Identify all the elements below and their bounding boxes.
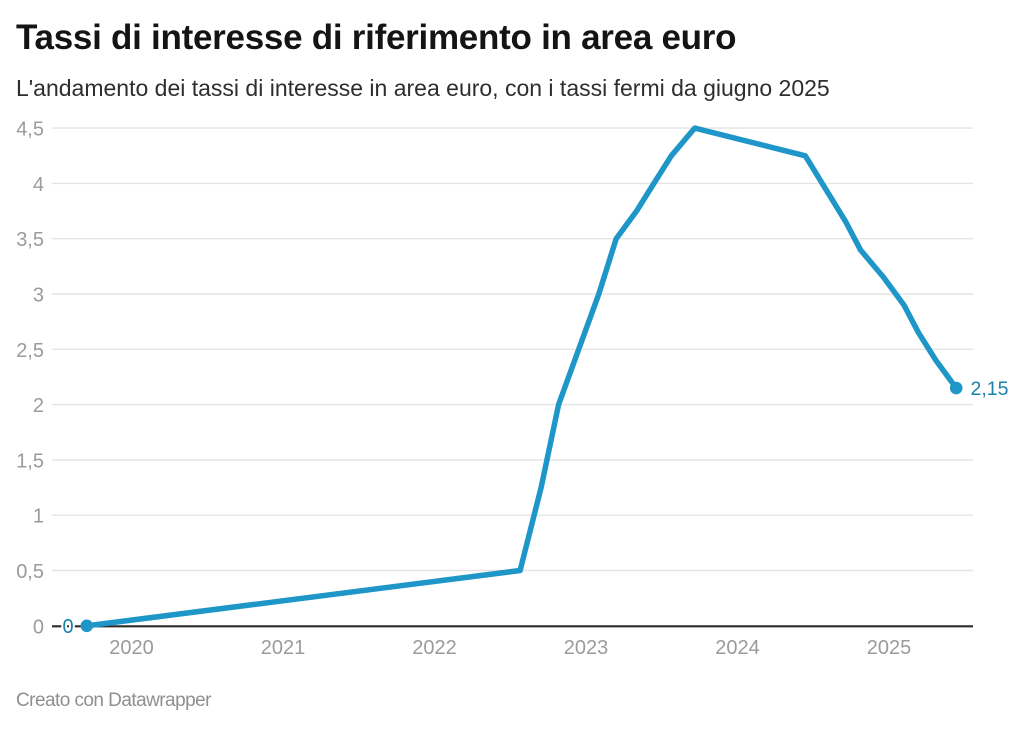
svg-text:2022: 2022	[412, 637, 457, 659]
svg-text:4,5: 4,5	[16, 119, 44, 141]
svg-text:2023: 2023	[564, 637, 609, 659]
svg-text:2024: 2024	[715, 637, 760, 659]
svg-text:0: 0	[62, 616, 73, 638]
svg-text:1: 1	[33, 506, 44, 528]
svg-text:2,15: 2,15	[971, 378, 1009, 400]
svg-text:2: 2	[33, 395, 44, 417]
svg-text:2,5: 2,5	[16, 340, 44, 362]
svg-text:4: 4	[33, 174, 44, 196]
svg-text:2021: 2021	[261, 637, 306, 659]
svg-text:1,5: 1,5	[16, 450, 44, 472]
svg-text:2020: 2020	[109, 637, 154, 659]
svg-text:2025: 2025	[867, 637, 912, 659]
svg-text:0: 0	[33, 616, 44, 638]
svg-text:3,5: 3,5	[16, 229, 44, 251]
svg-text:0,5: 0,5	[16, 561, 44, 583]
svg-text:3: 3	[33, 285, 44, 307]
